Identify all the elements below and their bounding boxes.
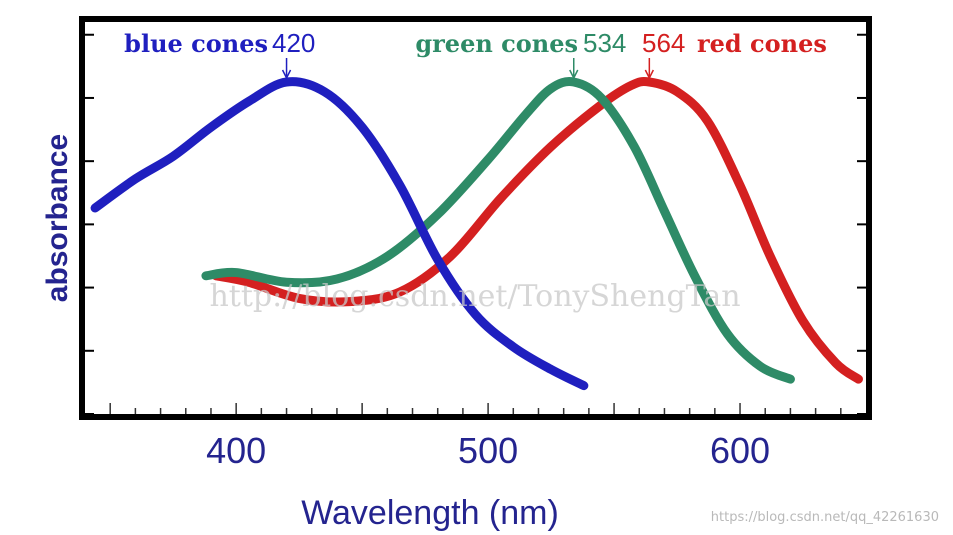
y-axis-ticks-right — [857, 33, 866, 415]
series-peak-label: 564 — [642, 28, 685, 58]
x-axis-minor-ticks — [109, 403, 842, 414]
y-axis-ticks — [85, 33, 94, 415]
series-name-label: green cones — [415, 29, 578, 58]
x-tick-label: 500 — [458, 430, 518, 471]
credit-watermark: https://blog.csdn.net/qq_42261630 — [710, 510, 939, 525]
series-name-label: blue cones — [124, 29, 268, 58]
x-tick-label: 600 — [710, 430, 770, 471]
y-axis-label: absorbance — [41, 134, 74, 302]
series-name-label: red cones — [697, 29, 827, 58]
series-line-green-cones — [201, 77, 795, 384]
series-peak-label: 534 — [583, 28, 626, 58]
plot-area — [90, 77, 863, 391]
series-peak-label: 420 — [272, 28, 315, 58]
x-axis-tick-labels: 400 500 600 — [206, 430, 770, 471]
x-axis-label: Wavelength (nm) — [301, 494, 559, 532]
peak-arrow-head — [644, 69, 655, 80]
peak-arrow-head — [569, 69, 579, 80]
plot-frame — [79, 16, 872, 420]
series-line-blue-cones — [90, 77, 589, 391]
peak-arrow-head — [281, 69, 292, 80]
x-tick-label: 400 — [206, 430, 266, 471]
watermark-text: http://blog.csdn.net/TonyShengTan — [209, 279, 740, 314]
series-labels: blue cones 420 green cones 534 red cones 564 — [124, 28, 827, 80]
series-line-red-cones — [211, 77, 863, 384]
